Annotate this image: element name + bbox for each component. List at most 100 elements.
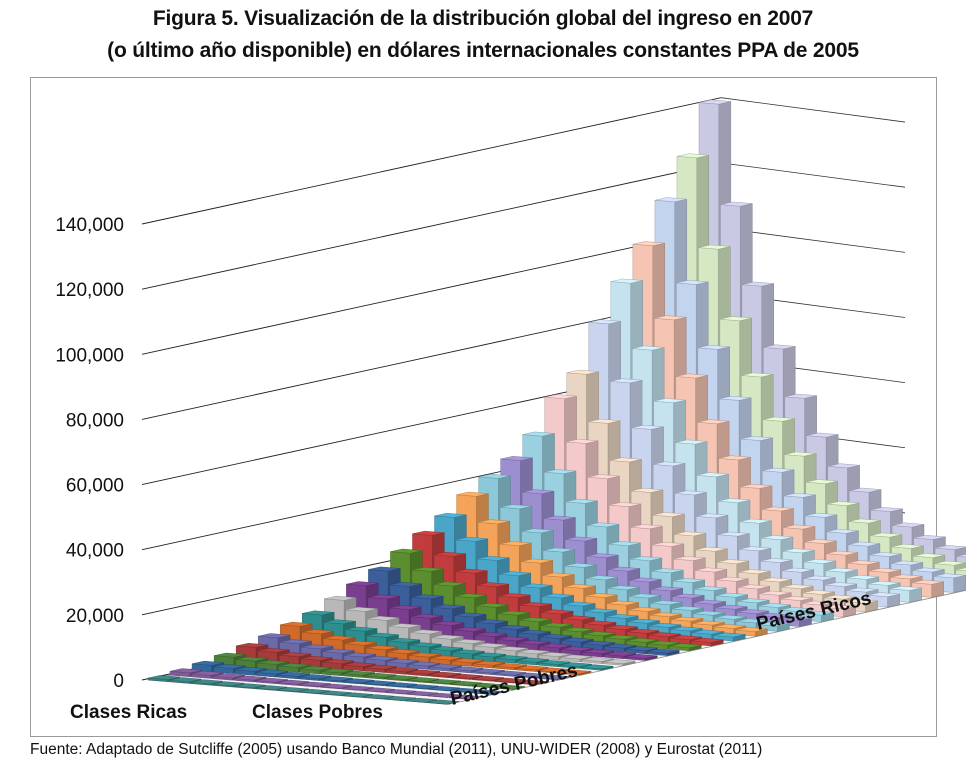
bar-top: [559, 669, 592, 675]
bar-top: [476, 582, 509, 587]
bar-top: [543, 515, 576, 521]
bar-top: [719, 395, 752, 401]
bar-top: [234, 666, 267, 672]
bar-top: [892, 522, 925, 528]
bar-top: [672, 593, 705, 599]
y-tick-label: 140,000: [55, 215, 124, 236]
bar-top: [675, 373, 708, 379]
bar-top: [320, 683, 353, 689]
bar-top: [559, 662, 592, 668]
bar-top: [169, 677, 202, 683]
bar-top: [696, 513, 729, 519]
bar-top: [412, 530, 445, 536]
bar-top: [760, 558, 793, 563]
bar-top: [451, 666, 484, 672]
bar-top: [868, 568, 901, 573]
bar-top: [279, 652, 311, 657]
bar-top: [587, 474, 620, 479]
bar-top: [494, 670, 527, 676]
bar-top: [583, 631, 616, 637]
bar-top: [302, 610, 335, 616]
bar-top: [409, 642, 442, 648]
bar-top: [456, 491, 489, 497]
bar-top: [606, 600, 639, 606]
bar-top: [913, 535, 946, 540]
bar-top: [234, 675, 267, 681]
bar-top: [762, 416, 795, 422]
bar-top: [406, 684, 439, 689]
bar-top: [780, 607, 813, 612]
bar-top: [565, 498, 598, 504]
bar-top: [388, 623, 421, 629]
gridline-back: [720, 97, 906, 123]
bar-top: [387, 649, 420, 654]
bar-top: [323, 619, 356, 625]
bar-top: [779, 616, 812, 622]
source-note: Fuente: Adaptado de Sutcliffe (2005) usa…: [30, 741, 763, 758]
bar-top: [716, 576, 749, 582]
bar-top: [741, 372, 774, 378]
bar-top: [653, 398, 686, 403]
bar-top: [629, 556, 662, 561]
bar-top: [647, 640, 680, 646]
bar-top: [453, 639, 485, 644]
bar-top: [671, 616, 704, 622]
bar-top: [566, 369, 599, 375]
bar-top: [608, 541, 641, 546]
bar-top: [429, 671, 462, 677]
bar-top: [631, 424, 664, 430]
bar-top: [654, 315, 687, 321]
bar-top: [365, 655, 398, 661]
bar-top: [472, 675, 505, 681]
bar-top: [935, 545, 966, 550]
bar-top: [697, 419, 730, 425]
bar-top: [384, 689, 417, 695]
bar-top: [433, 551, 466, 557]
bar-top: [385, 675, 418, 680]
bar-top: [867, 592, 900, 597]
bar-top: [584, 608, 617, 614]
bar-top: [430, 646, 463, 651]
chart-subtitle: (o último año disponible) en dólares int…: [107, 39, 859, 62]
bar-top: [367, 594, 400, 600]
bar-top: [362, 694, 395, 700]
bar-top: [516, 657, 549, 663]
bar-top: [825, 550, 858, 556]
bar-top: [147, 675, 180, 680]
bar-top: [342, 670, 375, 676]
bar-top: [625, 653, 658, 659]
bar-top: [562, 627, 595, 633]
bar-top: [587, 522, 619, 528]
bar-top: [500, 456, 533, 461]
bar-top: [478, 473, 511, 479]
bar-top: [672, 578, 705, 583]
bar-top: [343, 652, 376, 658]
bar-top: [697, 344, 730, 350]
y-tick-label: 40,000: [66, 541, 124, 562]
bar-top: [366, 632, 399, 638]
bar-top: [256, 660, 289, 665]
bar-top: [454, 593, 487, 599]
bar-top: [713, 632, 746, 638]
bar-top: [758, 613, 791, 618]
bar-top: [784, 393, 817, 399]
bar-top: [955, 567, 966, 571]
bar-top: [495, 646, 528, 652]
bar-top: [652, 512, 685, 517]
bar-top: [609, 457, 642, 463]
bar-top: [956, 554, 966, 558]
bar-top: [801, 610, 834, 616]
bar-top: [582, 649, 615, 654]
bar-top: [607, 585, 640, 591]
bar-top: [515, 672, 548, 678]
bar-top: [450, 673, 483, 679]
bar-top: [522, 431, 555, 437]
bar-top: [298, 681, 331, 687]
bar-top: [344, 640, 377, 646]
bar-top: [233, 683, 266, 689]
bar-top: [448, 694, 481, 700]
bar-top: [626, 637, 659, 643]
bar-top: [493, 684, 526, 690]
bar-top: [498, 593, 531, 598]
